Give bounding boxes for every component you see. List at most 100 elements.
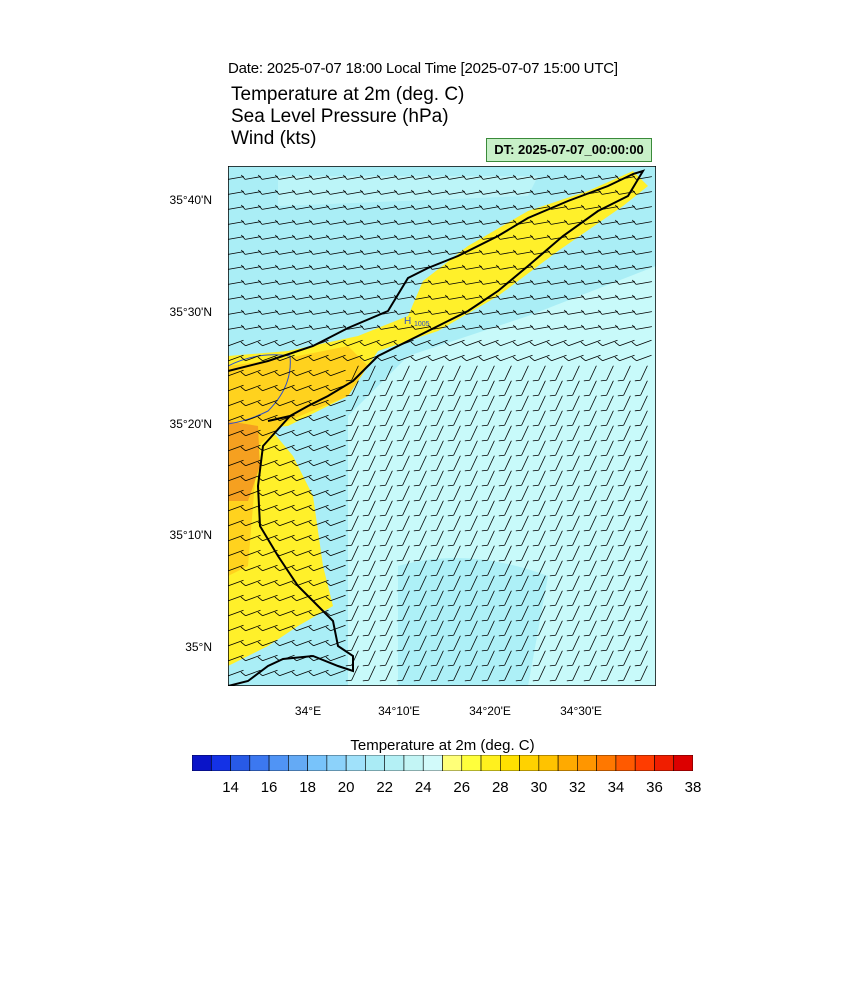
wind-barb — [325, 234, 346, 240]
wind-barb — [515, 470, 529, 487]
wind-barb — [325, 369, 346, 377]
wind-barb — [447, 590, 461, 607]
wind-barb — [444, 294, 465, 300]
wind-barb — [274, 339, 295, 347]
wind-barb — [444, 174, 465, 180]
wind-barb — [631, 339, 652, 347]
wind-barb — [257, 249, 278, 255]
wind-barb — [600, 440, 614, 457]
wind-barb — [359, 204, 380, 210]
wind-barb — [583, 500, 597, 517]
wind-barb — [631, 354, 652, 362]
wind-barb — [515, 560, 529, 577]
wind-barb — [498, 365, 512, 382]
wind-barb — [444, 234, 465, 240]
wind-barb — [498, 560, 512, 577]
wind-barb — [580, 279, 601, 285]
wind-barb — [600, 365, 614, 382]
wind-barb — [464, 665, 478, 682]
colorbar-label: 30 — [530, 779, 548, 796]
wind-barb — [532, 635, 546, 652]
wind-barb — [617, 440, 631, 457]
wind-barb — [240, 564, 261, 572]
wind-barb — [634, 365, 648, 382]
colorbar-label: 18 — [299, 779, 316, 796]
wind-barb — [240, 549, 261, 557]
wind-barb — [362, 530, 376, 547]
wind-barb — [291, 369, 312, 377]
wind-barb — [376, 249, 397, 255]
wind-barb — [308, 174, 329, 180]
wind-barb — [464, 440, 478, 457]
wind-barb — [532, 395, 546, 412]
wind-barb — [614, 204, 635, 210]
wind-barb — [325, 429, 346, 437]
lat-label-35-40: 35°40'N — [169, 193, 212, 207]
wind-barb — [600, 470, 614, 487]
wind-barb — [461, 294, 482, 300]
wind-barb — [359, 294, 380, 300]
wind-barb — [228, 609, 244, 617]
wind-barb — [461, 309, 482, 315]
wind-barb — [308, 324, 329, 330]
wind-barb — [308, 204, 329, 210]
wind-barb — [549, 635, 563, 652]
wind-barb — [478, 174, 499, 180]
wind-barb — [410, 279, 431, 285]
wind-barb — [228, 174, 244, 180]
wind-barb — [228, 654, 244, 662]
wind-barb — [634, 425, 648, 442]
wind-barb — [342, 309, 363, 315]
wind-barb — [396, 650, 410, 667]
wind-barb — [291, 594, 312, 602]
wind-barb — [228, 309, 244, 315]
wind-barb — [614, 279, 635, 285]
wind-barb — [546, 174, 567, 180]
wind-barb — [546, 219, 567, 225]
wind-barb — [430, 515, 444, 532]
wind-barb — [362, 605, 376, 622]
coastline-north — [228, 169, 646, 422]
wind-barb — [240, 504, 261, 512]
wind-barb — [495, 174, 516, 180]
wind-barb — [634, 590, 648, 607]
wind-barb — [345, 395, 359, 412]
wind-barb — [549, 545, 563, 562]
wind-barb — [325, 579, 346, 587]
wind-barb — [546, 249, 567, 255]
colorbar-label: 38 — [684, 779, 702, 796]
wind-barb — [583, 650, 597, 667]
wind-barb — [600, 650, 614, 667]
wind-barb — [257, 594, 278, 602]
wind-barb — [393, 309, 414, 315]
wind-barb — [444, 339, 465, 347]
wind-barb — [308, 384, 329, 392]
wind-barb — [549, 470, 563, 487]
wind-barb — [291, 324, 312, 330]
wind-barb — [481, 365, 495, 382]
wind-barb — [345, 515, 359, 532]
wind-barb — [257, 549, 278, 557]
wind-barb — [464, 455, 478, 472]
wind-barb — [461, 354, 482, 362]
wind-barb — [512, 339, 533, 347]
wind-barb — [376, 339, 397, 347]
wind-barb — [481, 410, 495, 427]
wind-barb — [379, 455, 393, 472]
wind-barb — [597, 339, 618, 347]
wind-barb — [634, 455, 648, 472]
wind-barb — [631, 219, 652, 225]
wind-barb — [634, 620, 648, 637]
wind-barb — [228, 504, 244, 512]
wind-barb — [325, 654, 346, 662]
wind-barb — [481, 380, 495, 397]
wind-barb — [583, 590, 597, 607]
wind-barb — [478, 339, 499, 347]
wind-barb — [634, 665, 648, 682]
wind-barb — [240, 189, 261, 195]
wind-barb — [481, 635, 495, 652]
wind-barb — [464, 545, 478, 562]
wind-barb — [597, 264, 618, 270]
wind-barb — [495, 354, 516, 362]
wind-barb — [342, 354, 363, 362]
